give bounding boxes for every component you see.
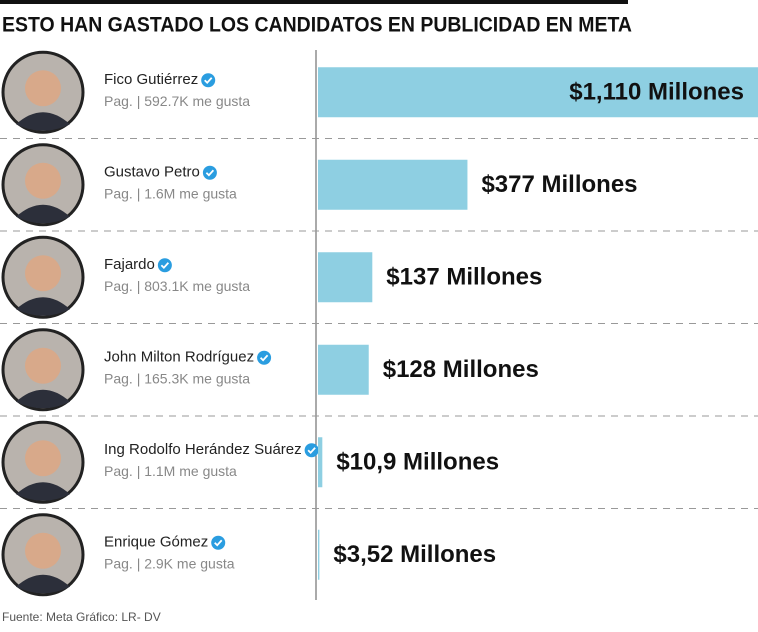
verified-badge: [211, 535, 226, 550]
verified-check: [307, 447, 316, 455]
value-label: $128 Millones: [383, 356, 539, 383]
bar: [318, 437, 323, 488]
bar: [318, 344, 369, 395]
photo-body: [16, 204, 70, 224]
candidate-name: Fajardo: [104, 256, 155, 273]
bar: [318, 159, 468, 210]
page-info: Pag. | 1.1M me gusta: [104, 463, 237, 479]
value-label: $3,52 Millones: [333, 541, 496, 568]
value-label: $137 Millones: [386, 264, 542, 291]
page-info: Pag. | 1.6M me gusta: [104, 185, 237, 201]
verified-badge: [157, 258, 172, 273]
bar: [318, 529, 320, 580]
page-info: Pag. | 165.3K me gusta: [104, 370, 250, 386]
verified-check: [205, 169, 215, 177]
page-info: Pag. | 803.1K me gusta: [104, 278, 250, 294]
photo-face: [25, 347, 61, 384]
candidate-name: Gustavo Petro: [104, 164, 200, 181]
photo-face: [25, 440, 61, 477]
page-info: Pag. | 2.9K me gusta: [104, 555, 235, 571]
photo-face: [25, 162, 61, 199]
value-label: $377 Millones: [481, 171, 637, 198]
photo-body: [16, 389, 70, 409]
verified-badge: [201, 73, 216, 88]
page-info: Pag. | 592.7K me gusta: [104, 93, 250, 109]
verified-badge: [257, 350, 272, 365]
chart-title: ESTO HAN GASTADO LOS CANDIDATOS EN PUBLI…: [2, 14, 632, 37]
photo-body: [16, 574, 70, 594]
photo-face: [25, 255, 61, 292]
source: Fuente: Meta Gráfico: LR- DV: [2, 610, 161, 624]
verified-badge: [304, 443, 319, 458]
photo-body: [16, 482, 70, 501]
value-label: $10,9 Millones: [336, 449, 499, 476]
bar: [318, 67, 758, 118]
candidate-name: Ing Rodolfo Herández Suárez: [104, 441, 302, 458]
photo-face: [25, 532, 61, 569]
bar: [318, 252, 373, 303]
verified-badge: [202, 165, 217, 180]
verified-check: [160, 262, 170, 270]
photo-body: [16, 112, 70, 131]
candidate-name: Fico Gutiérrez: [104, 71, 198, 88]
verified-check: [204, 77, 213, 85]
photo-body: [16, 297, 70, 316]
top-rule: [0, 0, 628, 4]
verified-check: [259, 354, 269, 362]
candidate-name: John Milton Rodríguez: [104, 349, 254, 366]
value-label: $1,110 Millones: [569, 79, 744, 106]
photo-face: [25, 70, 61, 107]
candidate-name: Enrique Gómez: [104, 534, 208, 551]
verified-check: [214, 539, 223, 547]
